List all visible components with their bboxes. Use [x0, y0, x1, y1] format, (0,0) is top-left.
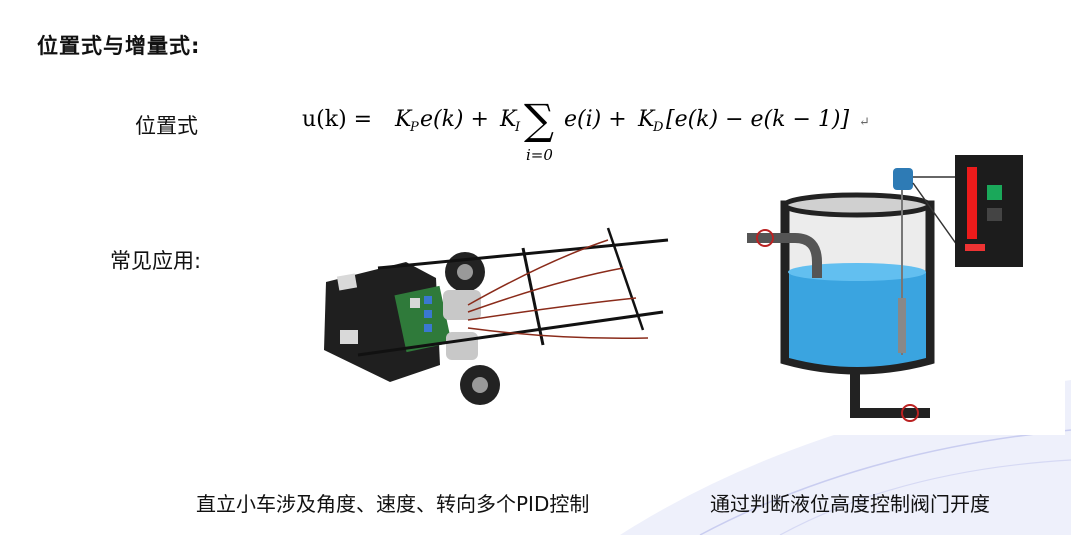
water-tank-image	[745, 150, 1065, 435]
return-mark: ↵	[859, 115, 870, 130]
summation-symbol: ∑	[524, 96, 554, 144]
positional-label: 位置式	[135, 114, 198, 138]
balancing-car-image	[324, 227, 669, 405]
ki-symbol: K	[499, 107, 518, 132]
kp-subscript: P	[409, 120, 419, 135]
pid-positional-formula: u(k) = K P e(k) + K I ∑ i=0 e(i) + K D […	[302, 96, 870, 164]
ki-subscript: I	[514, 120, 521, 135]
formula-term-1: e(k) +	[420, 107, 489, 132]
caption-balancing-car: 直立小车涉及角度、速度、转向多个PID控制	[196, 492, 590, 516]
kp-symbol: K	[394, 107, 413, 132]
kd-symbol: K	[637, 107, 656, 132]
formula-term-2: e(i) +	[564, 107, 627, 132]
formula-lhs: u(k) =	[302, 107, 372, 132]
caption-water-tank: 通过判断液位高度控制阀门开度	[710, 492, 990, 516]
summation-index: i=0	[526, 146, 553, 164]
applications-label: 常见应用:	[110, 249, 202, 273]
formula-term-3: [e(k) − e(k − 1)]	[666, 107, 849, 132]
slide-title: 位置式与增量式:	[37, 34, 201, 58]
kd-subscript: D	[652, 120, 664, 135]
